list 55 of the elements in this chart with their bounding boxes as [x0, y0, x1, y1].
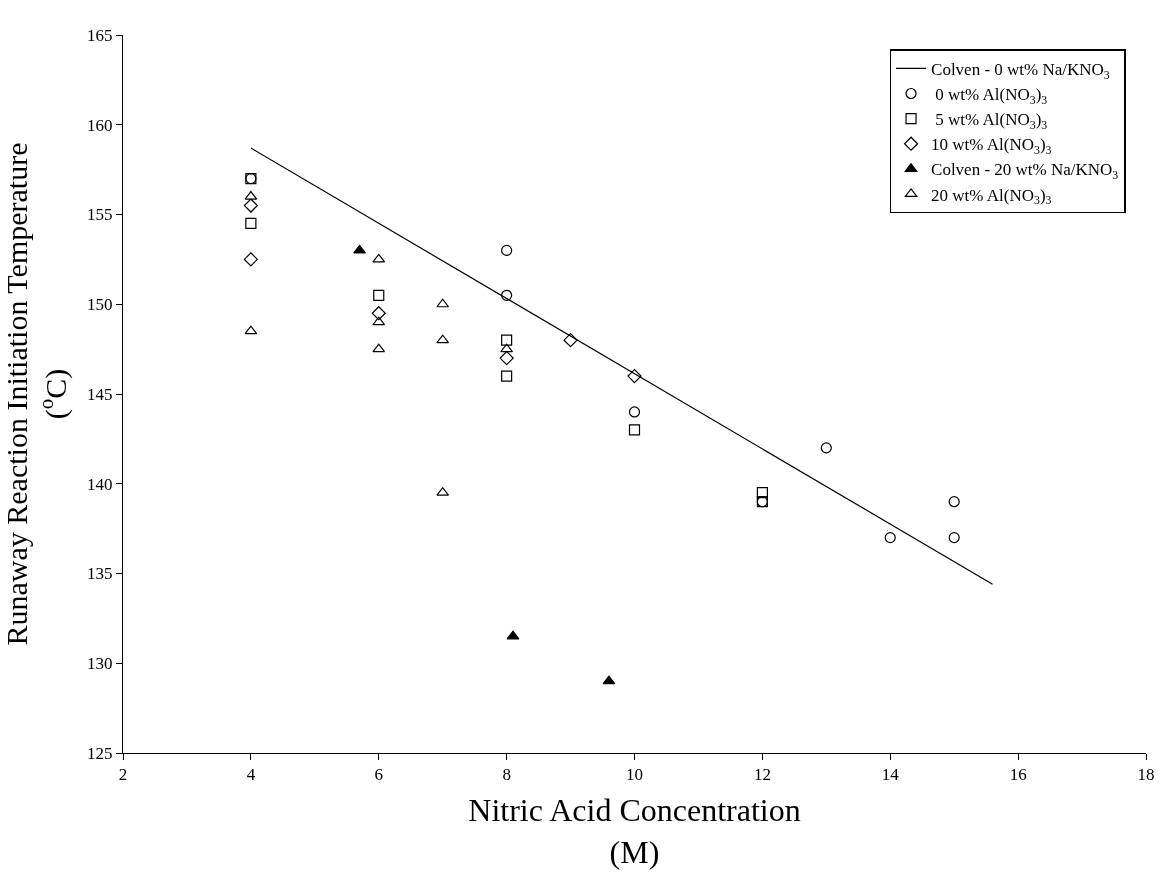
y-tick-label: 130 [87, 654, 113, 674]
y-tick-label: 165 [87, 25, 113, 45]
x-tick-label: 18 [1137, 765, 1155, 785]
point [501, 289, 513, 301]
point [499, 351, 514, 366]
point [948, 496, 960, 508]
point [820, 442, 832, 454]
point [436, 334, 450, 344]
point [506, 630, 520, 640]
point [563, 333, 578, 348]
y-tick-label: 155 [87, 205, 113, 225]
point [373, 289, 385, 301]
x-tick-label: 10 [626, 765, 643, 785]
point [245, 217, 257, 230]
point [500, 343, 513, 353]
x-tick-label: 2 [118, 765, 128, 785]
point [353, 244, 366, 254]
x-tick-label: 14 [881, 765, 900, 785]
x-tick-label: 4 [246, 765, 256, 785]
point [501, 370, 513, 382]
y-tick-label: 160 [87, 115, 113, 135]
legend-label: Colven - 0 wt% Na/KNO$_{3}$ [931, 60, 1110, 82]
y-tick-label: 125 [87, 743, 113, 763]
point [371, 306, 386, 321]
point [628, 406, 641, 418]
point [372, 253, 386, 263]
x-tick-label: 16 [1009, 765, 1027, 785]
point [244, 190, 258, 200]
legend-label: 5 wt% Al(NO$_{3}$)$_{3}$ [931, 110, 1048, 132]
legend-label: 10 wt% Al(NO$_{3}$)$_{3}$ [931, 135, 1052, 157]
x-tick-label: 8 [502, 765, 511, 785]
legend-label: Colven - 20 wt% Na/KNO$_{3}$ [931, 160, 1119, 183]
point [501, 334, 513, 346]
x-tick-label: 6 [374, 765, 383, 785]
point [884, 532, 896, 544]
point [372, 343, 386, 353]
y-tick-label: 150 [87, 295, 113, 315]
point [602, 675, 616, 685]
point [627, 368, 642, 384]
point [501, 244, 513, 256]
legend-label: 20 wt% Al(NO$_{3}$)$_{3}$ [931, 185, 1052, 208]
point [756, 487, 768, 499]
point [628, 424, 641, 436]
y-tick-label: 140 [87, 474, 113, 494]
point [948, 532, 960, 544]
y-tick-label: 145 [87, 384, 113, 404]
point [436, 298, 450, 308]
point [372, 316, 386, 326]
legend-label: 0 wt% Al(NO$_{3}$)$_{3}$ [931, 85, 1048, 107]
x-axis-title: Nitric Acid Concentration (M) [468, 792, 801, 870]
point [243, 252, 258, 267]
point [244, 325, 258, 335]
x-tick-label: 12 [753, 765, 771, 785]
point [243, 198, 258, 213]
y-tick-label: 135 [87, 564, 113, 584]
